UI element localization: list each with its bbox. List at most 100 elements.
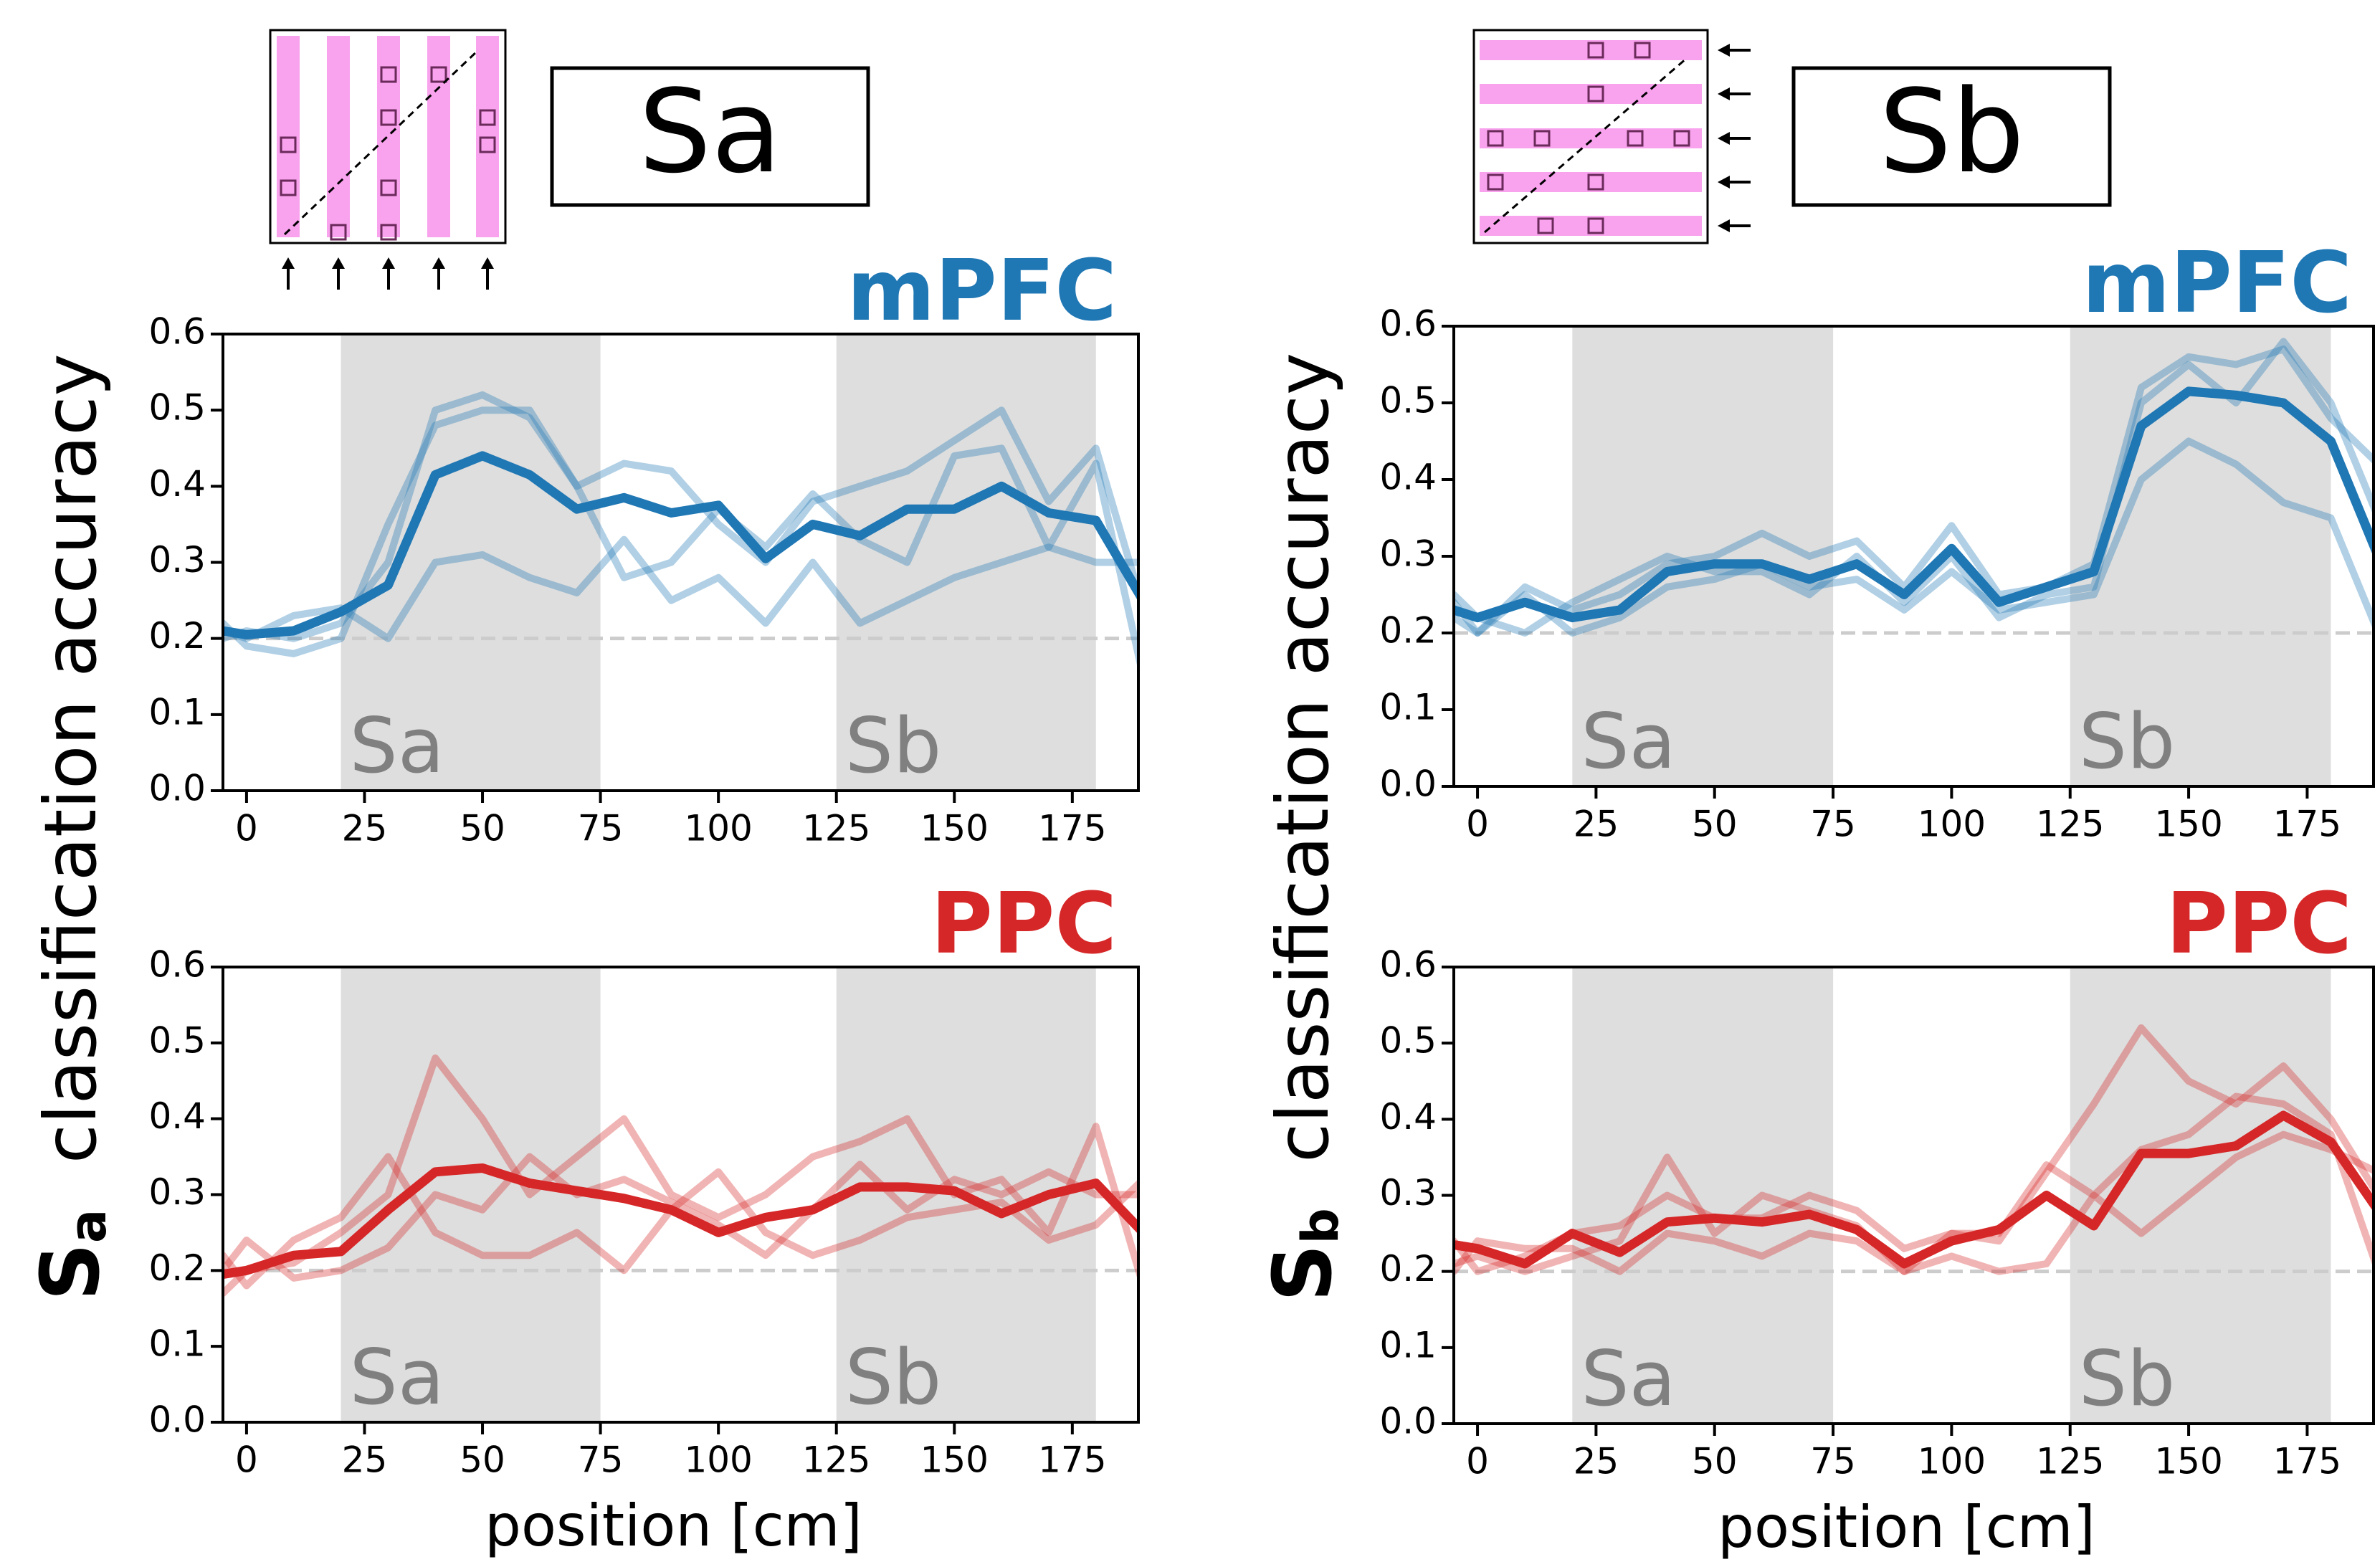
- x-tick-label: 0: [235, 808, 258, 849]
- x-tick-label: 125: [2036, 1441, 2104, 1482]
- header-box: [550, 66, 870, 207]
- icon-arrowhead: [1718, 87, 1730, 100]
- icon-stripe: [327, 36, 350, 237]
- icon-landmark: [479, 136, 496, 153]
- x-tick-label: 0: [1466, 1441, 1489, 1482]
- icon-landmark: [1627, 130, 1644, 147]
- y-tick-label: 0.1: [148, 1323, 206, 1365]
- x-tick-label: 75: [578, 808, 624, 849]
- series-line: [223, 1163, 1138, 1280]
- x-tick-label: 150: [2154, 1441, 2222, 1482]
- y-label-subscript: a: [59, 1209, 118, 1243]
- x-tick-label: 50: [460, 1439, 505, 1481]
- x-tick-label: 150: [2154, 804, 2222, 845]
- y-tick-label: 0.5: [148, 1019, 206, 1061]
- x-tick-label: 50: [1692, 1441, 1738, 1482]
- x-tick-label: 175: [1038, 808, 1106, 849]
- series-line: [1454, 1024, 2374, 1275]
- x-tick-label: 50: [1692, 804, 1738, 845]
- series-line: [1454, 437, 2374, 637]
- y-tick-label: 0.5: [1379, 1020, 1437, 1062]
- y-tick-label: 0.4: [148, 463, 206, 505]
- icon-landmark: [1587, 217, 1604, 234]
- icon-landmark: [1587, 85, 1604, 103]
- region-label: Sa: [1581, 1335, 1675, 1423]
- y-tick-label: 0.0: [1379, 763, 1437, 805]
- icon-arrowhead: [432, 257, 445, 269]
- region-label: Sb: [2079, 1335, 2176, 1423]
- icon-landmark: [1537, 217, 1554, 234]
- y-label-space: [29, 1163, 113, 1209]
- icon-landmark: [280, 179, 297, 196]
- y-axis-label: Sb classification accuracy: [1257, 353, 1350, 1302]
- icon-arrowhead: [1718, 219, 1730, 232]
- y-label-text: classification accuracy: [1261, 353, 1345, 1163]
- shaded-region: [341, 967, 601, 1422]
- series-line: [223, 535, 1138, 642]
- y-tick-label: 0.4: [1379, 1096, 1437, 1138]
- plot-lines: [1454, 1024, 2374, 1275]
- header-box: [1791, 66, 2112, 207]
- y-tick-label: 0.2: [148, 1247, 206, 1289]
- x-axis-label: position [cm]: [485, 1492, 862, 1559]
- shaded-region: [1572, 967, 1834, 1424]
- series-line: [1454, 386, 2374, 623]
- plot-lines: [223, 1054, 1138, 1297]
- y-tick-label: 0.5: [1379, 380, 1437, 422]
- x-tick-label: 100: [684, 1439, 752, 1481]
- icon-stripe: [377, 36, 400, 237]
- x-tick-label: 0: [235, 1439, 258, 1481]
- x-tick-label: 25: [342, 1439, 388, 1481]
- icon-arrowhead: [332, 257, 345, 269]
- x-tick-label: 75: [1810, 1441, 1856, 1482]
- icon-landmark: [1487, 173, 1504, 191]
- series-line: [223, 1054, 1138, 1297]
- icon-landmark: [1673, 130, 1690, 147]
- y-tick-label: 0.3: [148, 539, 206, 581]
- panel-title: mPFC: [2082, 233, 2352, 332]
- track-icon: [269, 29, 507, 290]
- icon-landmark: [380, 224, 397, 241]
- icon-landmark: [380, 66, 397, 83]
- icon-arrowhead: [282, 257, 295, 269]
- icon-landmark: [380, 109, 397, 126]
- shaded-region: [836, 334, 1096, 791]
- x-tick-label: 175: [2273, 804, 2341, 845]
- region-label: Sb: [845, 702, 942, 790]
- icon-arrowhead: [1718, 176, 1730, 189]
- icon-arrowhead: [481, 257, 494, 269]
- series-line: [223, 1153, 1138, 1282]
- region-label: Sa: [350, 702, 444, 790]
- x-tick-label: 0: [1466, 804, 1489, 845]
- y-tick-label: 0.4: [148, 1095, 206, 1137]
- y-label-symbol: S: [24, 1243, 118, 1301]
- panel-title: mPFC: [847, 241, 1117, 340]
- x-tick-label: 100: [1918, 1441, 1986, 1482]
- x-tick-label: 125: [802, 808, 870, 849]
- x-tick-label: 25: [1574, 804, 1619, 845]
- icon-stripe: [427, 36, 450, 237]
- x-tick-label: 175: [1038, 1439, 1106, 1481]
- series-line: [223, 451, 1138, 639]
- x-tick-label: 50: [460, 808, 505, 849]
- y-tick-label: 0.0: [1379, 1401, 1437, 1442]
- y-label-space: [1261, 1163, 1345, 1209]
- series-line: [1454, 1092, 2374, 1275]
- icon-landmark: [1533, 130, 1551, 147]
- icon-stripe: [1480, 128, 1702, 148]
- x-tick-label: 100: [684, 808, 752, 849]
- x-tick-label: 125: [802, 1439, 870, 1481]
- track-icon: [1472, 29, 1751, 244]
- region-label: Sb: [845, 1333, 942, 1421]
- x-tick-label: 175: [2273, 1441, 2341, 1482]
- y-tick-label: 0.1: [1379, 1324, 1437, 1366]
- x-tick-label: 100: [1918, 804, 1986, 845]
- y-tick-label: 0.0: [148, 768, 206, 809]
- icon-arrowhead: [1718, 132, 1730, 145]
- x-tick-label: 75: [578, 1439, 624, 1481]
- plot-lines: [223, 391, 1138, 672]
- y-tick-label: 0.2: [1379, 610, 1437, 652]
- icon-landmark: [1487, 130, 1504, 147]
- y-tick-label: 0.2: [148, 615, 206, 657]
